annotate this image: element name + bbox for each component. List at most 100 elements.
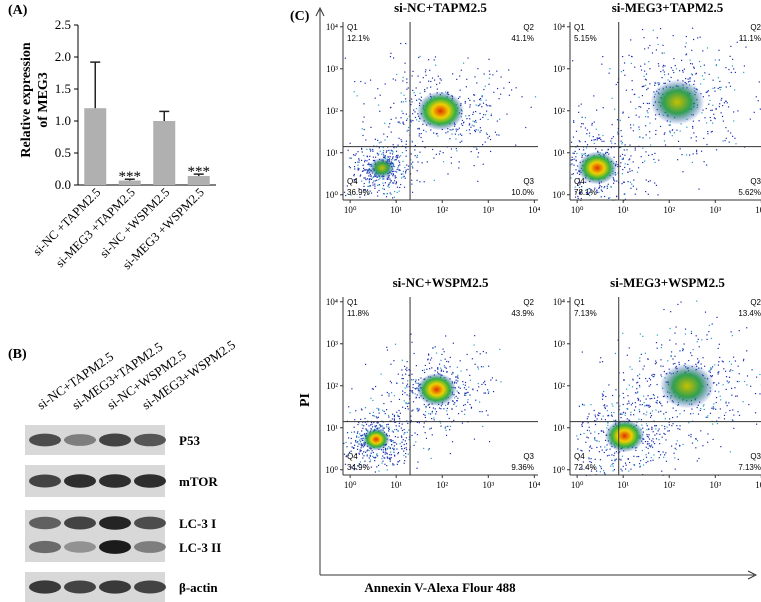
event-dot bbox=[711, 407, 713, 409]
event-dot bbox=[692, 153, 694, 155]
event-dot bbox=[404, 460, 406, 462]
event-dot bbox=[639, 136, 641, 138]
event-dot bbox=[703, 161, 705, 163]
event-dot bbox=[674, 332, 676, 334]
event-dot bbox=[464, 403, 466, 406]
event-dot bbox=[619, 458, 621, 460]
event-dot bbox=[578, 186, 581, 189]
event-dot bbox=[430, 357, 433, 359]
event-dot bbox=[670, 355, 672, 357]
event-dot bbox=[600, 466, 602, 468]
event-dot bbox=[695, 447, 697, 449]
event-dot bbox=[389, 178, 391, 180]
event-dot bbox=[580, 449, 582, 451]
event-dot bbox=[415, 441, 417, 443]
event-dot bbox=[721, 115, 724, 118]
event-dot bbox=[463, 121, 465, 123]
event-dot bbox=[395, 176, 397, 179]
event-dot bbox=[654, 182, 656, 184]
event-dot bbox=[382, 182, 384, 184]
event-dot bbox=[464, 384, 466, 386]
event-dot bbox=[350, 194, 352, 196]
event-dot bbox=[603, 472, 606, 474]
event-dot bbox=[614, 458, 616, 461]
event-dot bbox=[458, 167, 460, 169]
event-dot bbox=[397, 436, 399, 438]
event-dot bbox=[613, 179, 615, 181]
event-dot bbox=[361, 435, 363, 437]
event-dot bbox=[649, 398, 651, 400]
event-dot bbox=[375, 416, 377, 418]
event-dot bbox=[370, 452, 372, 454]
event-dot bbox=[715, 108, 717, 110]
event-dot bbox=[374, 183, 376, 185]
event-dot bbox=[382, 184, 385, 187]
event-dot bbox=[645, 79, 647, 81]
event-dot bbox=[743, 65, 746, 67]
event-dot bbox=[412, 161, 414, 163]
event-dot bbox=[406, 405, 409, 408]
event-dot bbox=[393, 159, 396, 161]
event-dot bbox=[596, 109, 598, 111]
event-dot bbox=[603, 186, 606, 188]
event-dot bbox=[384, 463, 386, 465]
event-dot bbox=[579, 191, 582, 194]
event-dot bbox=[430, 457, 432, 459]
event-dot bbox=[586, 144, 589, 146]
event-dot bbox=[659, 125, 662, 128]
event-dot bbox=[418, 408, 420, 410]
event-dot bbox=[426, 87, 428, 89]
event-dot bbox=[406, 130, 408, 132]
event-dot bbox=[437, 75, 439, 77]
event-dot bbox=[369, 178, 371, 180]
event-dot bbox=[530, 106, 532, 108]
event-dot bbox=[435, 64, 437, 66]
y-tick-label: 0.0 bbox=[55, 177, 71, 192]
event-dot bbox=[392, 151, 394, 153]
event-dot bbox=[388, 395, 390, 397]
event-dot bbox=[613, 469, 616, 471]
event-dot bbox=[440, 369, 443, 371]
event-dot bbox=[368, 425, 370, 427]
event-dot bbox=[384, 182, 386, 184]
event-dot bbox=[353, 173, 355, 176]
event-dot bbox=[457, 397, 459, 399]
event-dot bbox=[394, 343, 397, 345]
event-dot bbox=[430, 129, 432, 131]
event-dot bbox=[401, 177, 403, 179]
event-dot bbox=[392, 57, 395, 59]
event-dot bbox=[390, 180, 392, 182]
event-dot bbox=[408, 393, 411, 395]
event-dot bbox=[461, 134, 463, 136]
event-dot bbox=[630, 39, 632, 41]
event-dot bbox=[365, 178, 367, 181]
event-dot bbox=[650, 444, 653, 446]
event-dot bbox=[454, 133, 457, 135]
event-dot bbox=[397, 453, 399, 455]
event-dot bbox=[457, 97, 460, 99]
event-dot bbox=[485, 103, 487, 106]
event-dot bbox=[631, 386, 634, 388]
event-dot bbox=[380, 426, 382, 428]
event-dot bbox=[607, 424, 609, 427]
event-dot bbox=[599, 412, 601, 414]
event-dot bbox=[570, 177, 572, 179]
event-dot bbox=[730, 132, 732, 134]
event-dot bbox=[476, 82, 478, 84]
event-dot bbox=[376, 407, 378, 409]
event-dot bbox=[470, 407, 473, 409]
event-dot bbox=[374, 385, 377, 388]
event-dot bbox=[368, 172, 370, 174]
event-dot bbox=[358, 161, 360, 163]
event-dot bbox=[381, 178, 384, 180]
event-dot bbox=[412, 70, 414, 72]
blot-band bbox=[134, 580, 166, 594]
event-dot bbox=[663, 456, 665, 458]
event-dot bbox=[478, 98, 481, 101]
event-dot bbox=[720, 399, 722, 401]
event-dot bbox=[728, 360, 731, 363]
event-dot bbox=[613, 178, 615, 180]
event-dot bbox=[366, 171, 368, 173]
event-dot bbox=[374, 185, 376, 187]
event-dot bbox=[427, 59, 430, 61]
